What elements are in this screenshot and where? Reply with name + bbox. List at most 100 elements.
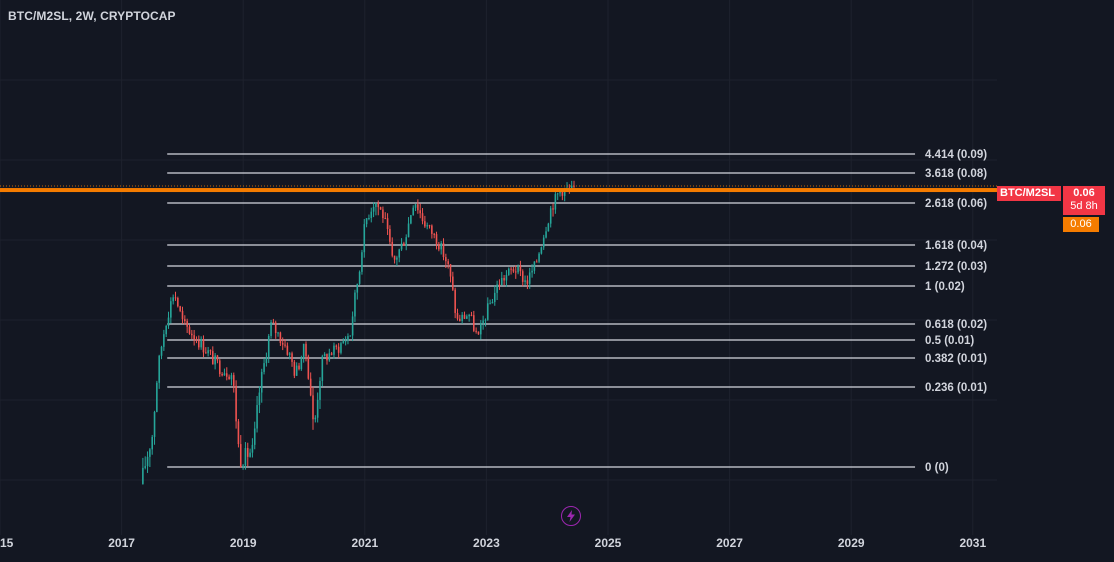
candle-body [528,272,531,284]
candle-body [218,360,221,375]
candle-body [316,399,319,418]
candle-body [230,375,233,380]
candle-body [496,284,498,293]
lightning-bolt-icon[interactable] [561,506,581,526]
candle-body [386,218,389,230]
candle-body [179,306,181,311]
candle-body [330,353,333,355]
candle-body [412,207,415,216]
candle-body [361,252,363,272]
fib-level-label: 0 (0) [925,462,949,474]
grid-layer [0,0,997,535]
candle-body [195,339,198,341]
fib-retracement-drawing[interactable]: 4.414 (0.09) 3.618 (0.08) 2.618 (0.06) 1.61… [167,149,987,474]
candle-body [500,278,503,286]
candle-body [335,345,338,347]
candle-body [433,233,435,235]
candle-body [375,202,377,207]
candle-body [517,266,519,273]
candle-body [249,452,251,457]
candle-body [358,271,361,284]
candle-body [393,255,396,260]
candle-body [232,375,235,386]
candle-body [239,444,242,468]
candle-body [277,332,279,334]
candle-body [456,312,459,319]
fib-level-label: 0.236 (0.01) [925,382,987,394]
candle-body [524,280,526,282]
candle-body [512,269,515,272]
candle-body [209,350,212,352]
candle-body [256,405,258,429]
candle-body [445,257,447,262]
candle-body [186,321,188,327]
candle-body [170,301,172,318]
fib-level-label: 1.618 (0.04) [925,240,987,252]
candle-body [503,278,505,281]
candle-body [428,225,431,227]
x-axis-tick-label: 2027 [716,536,743,550]
candle-body [519,266,522,272]
candle-body [160,346,163,356]
candle-body [142,467,144,484]
candle-body [349,335,352,337]
candle-body [440,243,442,250]
candle-body [267,335,270,358]
candle-body [295,365,298,376]
candle-body [307,356,310,379]
candle-body [486,303,489,320]
x-axis-tick-label: 2021 [351,536,378,550]
current-price-line [0,188,997,193]
candle-body [477,331,480,335]
candle-body [531,270,533,273]
candle-body [549,208,552,224]
candle-body [272,322,275,324]
candle-body [181,310,184,320]
candle-body [479,323,482,335]
price-line-layer [0,185,997,193]
fib-level-label: 1 (0.02) [925,281,965,293]
candle-body [507,268,510,275]
candle-body [198,340,200,348]
candle-body [419,210,422,214]
candle-body [191,333,193,336]
candle-body [298,365,300,370]
candle-series [142,180,575,485]
fib-level-label: 3.618 (0.08) [925,168,987,180]
x-axis-tick-label: 2015 [0,536,14,550]
candle-body [468,314,470,317]
candle-body [370,211,373,218]
candle-body [442,243,445,258]
candle-body [200,339,202,348]
candle-body [570,185,573,189]
candle-body [302,343,305,358]
candle-body [424,221,426,227]
candle-body [184,319,186,322]
candle-body [473,315,475,331]
candle-body [265,357,268,364]
candle-body [533,261,536,271]
candle-body [244,448,247,466]
candle-body [167,317,170,327]
candle-body [407,223,410,238]
candle-body [291,353,293,362]
fib-level-label: 4.414 (0.09) [925,149,987,161]
candle-body [372,206,375,212]
candle-body [188,326,191,334]
candle-body [205,352,207,354]
candle-body [293,361,296,376]
x-axis-tick-label: 2025 [595,536,622,550]
current-price-value: 0.06 [1073,187,1095,199]
candle-body [344,340,347,342]
candle-body [300,357,303,370]
candle-body [207,350,209,354]
candle-body [351,316,354,336]
candle-body [489,303,491,305]
candle-body [214,355,216,365]
fib-level-price-value: 0.06 [1070,218,1092,230]
candle-body [405,237,408,246]
candle-body [281,342,284,345]
candle-body [417,204,419,211]
